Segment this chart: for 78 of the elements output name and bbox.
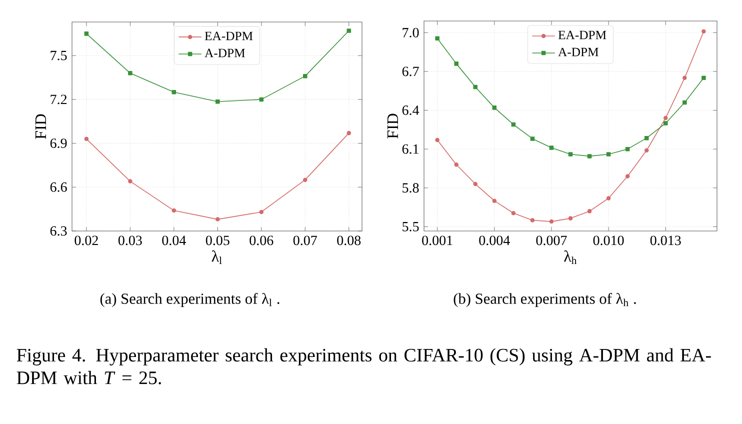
point: [644, 148, 649, 153]
point: [454, 62, 458, 66]
y-tick-label: 6.7: [402, 66, 419, 76]
x-tick-label: 0.001: [422, 236, 452, 246]
point: [625, 146, 630, 152]
caption: Figure 4. Hyperparameter search experiments on CIFAR-10 (CS) using A-DPM and EA-DPM with T = 25.: [16, 348, 711, 384]
x-tick-label: 0.04: [162, 236, 186, 246]
y-tick-label: 6.3: [50, 226, 67, 236]
y-tick-label: 7.0: [402, 28, 419, 38]
y-axis-title: FID: [35, 114, 46, 139]
point: [549, 146, 554, 150]
point: [702, 29, 706, 34]
point: [530, 218, 535, 222]
y-tick-label: 5.8: [402, 183, 419, 193]
point: [84, 32, 89, 36]
point: [172, 208, 176, 213]
y-tick-label: 7.5: [50, 50, 67, 60]
x-tick-label: 0.013: [650, 236, 681, 246]
point: [682, 100, 687, 105]
point: [568, 152, 573, 156]
point: [303, 74, 308, 78]
point: [549, 219, 554, 224]
y-axis-title: FID: [387, 114, 398, 138]
point: [346, 130, 352, 136]
y-tick-label: 6.1: [402, 144, 418, 154]
point: [530, 136, 535, 141]
x-tick-label: 0.07: [293, 236, 317, 246]
point: [587, 209, 592, 214]
legend-label: A-DPM: [558, 48, 598, 56]
point: [625, 174, 630, 178]
point: [473, 182, 478, 186]
point: [492, 198, 497, 203]
point: [216, 217, 220, 222]
point: [454, 162, 458, 167]
point: [435, 36, 440, 40]
y-tick-label: 5.5: [402, 222, 419, 232]
x-tick-label: 0.06: [250, 236, 274, 246]
point: [303, 178, 308, 182]
point: [172, 90, 176, 94]
y-tick-label: 7.2: [50, 94, 67, 104]
point: [664, 121, 668, 126]
point: [128, 179, 132, 184]
point: [259, 210, 264, 214]
y-tick-label: 6.6: [50, 182, 67, 192]
x-tick-label: 0.010: [593, 236, 624, 246]
point: [511, 211, 516, 216]
point: [568, 216, 573, 220]
point: [644, 136, 649, 140]
point: [128, 71, 132, 76]
y-tick-label: 6.9: [50, 138, 67, 148]
point: [492, 106, 497, 110]
x-tick-label: 0.08: [337, 236, 361, 246]
point: [682, 76, 687, 80]
point: [511, 122, 516, 127]
x-tick-label: 0.007: [536, 236, 567, 246]
x-tick-label: 0.05: [206, 236, 230, 246]
point: [606, 152, 611, 156]
point: [259, 97, 264, 102]
legend-label: A-DPM: [204, 48, 245, 58]
point: [473, 84, 478, 90]
text: (b) Search experiments of λ$_{h}$ .: [454, 292, 636, 308]
x-tick-label: 0.02: [74, 236, 98, 246]
x-axis-title: λ$_{h}$: [564, 250, 577, 264]
legend-label: EA-DPM: [204, 32, 253, 40]
point: [702, 76, 706, 80]
point: [346, 28, 352, 33]
y-tick-label: 6.4: [402, 106, 420, 115]
text: (a) Search experiments of λ$_{l}$ .: [100, 292, 280, 308]
legend-label: EA-DPM: [558, 30, 606, 40]
point: [216, 100, 220, 104]
point: [587, 154, 592, 158]
point: [606, 196, 611, 200]
point: [435, 138, 440, 142]
x-axis-title: λ$_{l}$: [212, 250, 222, 264]
x-tick-label: 0.004: [479, 236, 510, 246]
point: [664, 116, 668, 120]
point: [84, 136, 89, 142]
x-tick-label: 0.03: [118, 236, 142, 246]
